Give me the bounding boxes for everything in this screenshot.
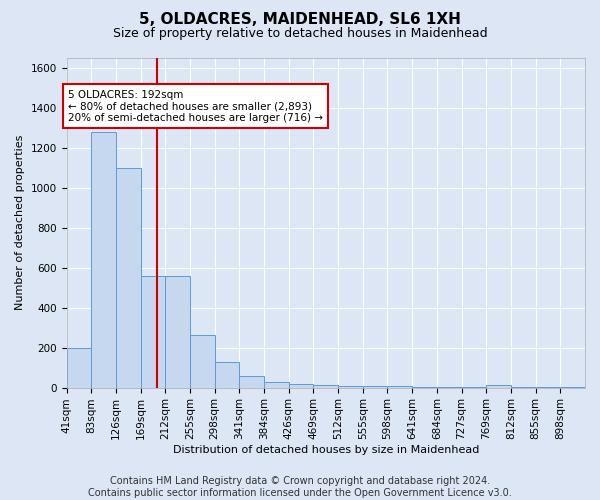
- Bar: [264, 382, 289, 388]
- Bar: [140, 276, 165, 388]
- Bar: [190, 334, 215, 388]
- Bar: [313, 384, 338, 388]
- Bar: [363, 386, 388, 388]
- Bar: [511, 386, 536, 388]
- Y-axis label: Number of detached properties: Number of detached properties: [15, 135, 25, 310]
- Text: Contains HM Land Registry data © Crown copyright and database right 2024.
Contai: Contains HM Land Registry data © Crown c…: [88, 476, 512, 498]
- Bar: [289, 384, 313, 388]
- Bar: [67, 348, 91, 388]
- Bar: [560, 386, 585, 388]
- Bar: [461, 386, 486, 388]
- Bar: [437, 386, 461, 388]
- Bar: [536, 386, 560, 388]
- Text: 5, OLDACRES, MAIDENHEAD, SL6 1XH: 5, OLDACRES, MAIDENHEAD, SL6 1XH: [139, 12, 461, 28]
- Text: Size of property relative to detached houses in Maidenhead: Size of property relative to detached ho…: [113, 28, 487, 40]
- X-axis label: Distribution of detached houses by size in Maidenhead: Distribution of detached houses by size …: [173, 445, 479, 455]
- Bar: [486, 384, 511, 388]
- Bar: [239, 376, 264, 388]
- Bar: [165, 276, 190, 388]
- Bar: [388, 386, 412, 388]
- Bar: [338, 386, 363, 388]
- Bar: [116, 168, 140, 388]
- Bar: [412, 386, 437, 388]
- Text: 5 OLDACRES: 192sqm
← 80% of detached houses are smaller (2,893)
20% of semi-deta: 5 OLDACRES: 192sqm ← 80% of detached hou…: [68, 90, 323, 122]
- Bar: [215, 362, 239, 388]
- Bar: [91, 132, 116, 388]
